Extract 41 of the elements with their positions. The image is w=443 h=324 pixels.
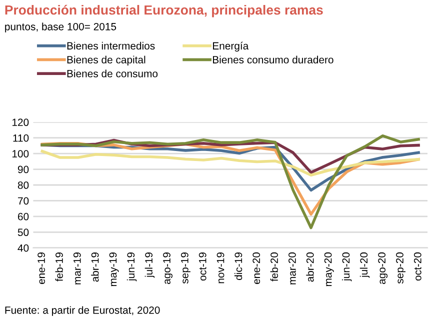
chart-subtitle: puntos, base 100= 2015: [5, 22, 116, 32]
legend-label: Bienes consumo duradero: [213, 56, 334, 64]
y-tick-label: 50: [18, 228, 29, 236]
x-tick-label: oct-20: [414, 252, 422, 281]
x-tick-label: may-20: [324, 252, 334, 286]
source-note: Fuente: a partir de Eurostat, 2020: [5, 306, 160, 316]
y-tick-label: 60: [18, 212, 29, 220]
x-tick-label: nov-19: [216, 252, 224, 284]
legend-label: Energía: [213, 42, 249, 52]
y-tick-label: 120: [12, 118, 29, 126]
x-tick-label: abr-20: [306, 252, 314, 282]
y-tick-label: 40: [18, 244, 29, 252]
legend-label: Bienes intermedios: [67, 42, 155, 50]
x-tick-label: feb-19: [55, 252, 63, 282]
x-tick-label: ene-20: [252, 252, 260, 284]
y-tick-label: 90: [18, 166, 29, 174]
x-tick-label: jun-19: [126, 252, 137, 282]
x-tick-label: may-19: [109, 252, 119, 286]
x-tick-label: jun-20: [342, 252, 352, 282]
x-tick-label: ago-20: [378, 252, 388, 284]
y-tick-label: 70: [18, 197, 29, 205]
chart-title: Producción industrial Eurozona, principales ramas: [5, 4, 323, 18]
x-tick-label: oct-19: [198, 252, 206, 281]
x-tick-label: jul-20: [360, 252, 370, 278]
x-tick-label: jul-19: [144, 252, 155, 278]
y-tick-label: 80: [18, 182, 29, 189]
x-tick-label: ene-19: [38, 252, 45, 284]
x-tick-label: ago-19: [163, 252, 172, 284]
x-tick-label: abr-19: [91, 252, 99, 282]
legend-label: Bienes de consumo: [67, 70, 158, 78]
line-series: [40, 134, 420, 230]
x-tick-label: feb-20: [270, 252, 278, 282]
x-tick-label: mar-19: [73, 252, 81, 284]
x-tick-label: sep-20: [396, 252, 406, 284]
legend-label: Bienes de capital: [67, 56, 146, 66]
y-tick-label: 110: [13, 134, 29, 142]
line-series: [40, 150, 420, 176]
y-tick-label: 100: [12, 150, 29, 158]
x-tick-label: sep-19: [180, 252, 190, 284]
x-tick-label: mar-20: [288, 252, 296, 284]
x-tick-label: dic-19: [234, 252, 242, 280]
